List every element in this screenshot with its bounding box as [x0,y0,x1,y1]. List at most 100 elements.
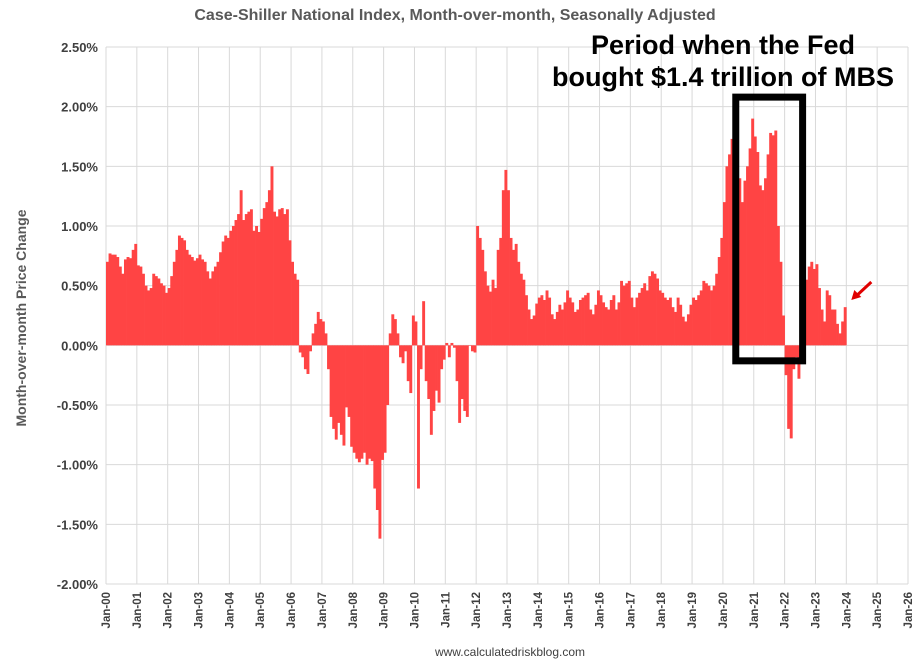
x-tick-label: Jan-21 [749,591,761,628]
bar [309,345,312,352]
bar [573,311,577,346]
bar [535,303,539,346]
bar [368,345,372,459]
bar [789,345,793,439]
bar [298,345,302,353]
bar [473,345,477,353]
bar [563,302,567,346]
bar [792,345,796,370]
bar [363,345,366,453]
bar [440,345,444,370]
bar [375,345,379,511]
bar [314,323,318,346]
bar [247,211,251,346]
bar [478,237,482,346]
bar [812,268,816,346]
bar [406,345,410,382]
bar [828,295,832,346]
bar [751,118,755,346]
bar [352,345,356,453]
x-axis-ticks: Jan-00 Jan-01 Jan-02 Jan-03 Jan-04 Jan-05 Jan-… [101,591,915,628]
bar [609,299,613,346]
bar [458,345,462,423]
bar [568,297,572,346]
bar [740,202,744,346]
bar [486,285,490,346]
bar [291,261,294,346]
bar [283,214,287,346]
bar [391,314,395,346]
annotation-line-1: Period when the Fed [591,30,855,60]
bar [519,273,523,346]
bar [581,297,585,346]
bar [717,257,721,346]
bar [771,135,775,346]
bar [324,333,328,346]
bar [699,290,703,346]
bar [329,345,333,417]
bar [427,345,431,400]
bar [720,237,724,346]
credit: www.calculatedriskblog.com [434,645,585,659]
annotation-box [732,93,807,365]
bar [118,266,122,346]
bar [149,288,153,346]
x-tick-label: Jan-25 [872,591,884,628]
bar [278,209,282,346]
bar [805,279,809,346]
bar [136,265,140,346]
bar [139,266,143,346]
bar [504,169,508,346]
bar [463,345,467,411]
bar [249,209,253,346]
bar [584,295,588,346]
bar [530,319,534,346]
bar [743,180,747,346]
bar [776,226,780,346]
bar [144,285,148,346]
bar [617,302,621,346]
bar [769,132,773,346]
bar [823,321,827,346]
bar [306,345,310,374]
bar [301,345,305,358]
bar [365,345,369,465]
bar [393,319,397,346]
bar [663,297,667,346]
bar [661,292,665,346]
bar [450,342,454,346]
x-tick-label: Jan-07 [317,592,329,628]
bar [553,319,557,346]
bar [638,292,642,346]
bar [764,178,767,346]
bar [201,259,205,346]
bar [321,321,325,346]
y-tick-label: -0.50% [57,398,99,413]
bar [123,259,127,346]
y-tick-label: 1.00% [61,219,98,234]
x-tick-label: Jan-26 [903,592,915,628]
bar [188,254,192,346]
bar [815,264,819,346]
bar [666,299,670,346]
bar [311,333,315,346]
bar [267,190,271,346]
bar [378,345,382,539]
bar [221,241,225,346]
bar [242,220,246,346]
bar [746,166,749,346]
bar [129,258,133,346]
bar [702,280,706,346]
bar [650,271,654,346]
bar [231,226,235,346]
bar [640,288,644,346]
bar [360,345,364,459]
x-tick-label: Jan-09 [379,592,391,628]
bar [159,283,163,346]
bar [787,345,791,429]
bar [226,237,230,346]
x-tick-label: Jan-10 [409,592,421,628]
bar [193,260,197,346]
x-tick-label: Jan-24 [841,591,853,628]
bar [167,288,171,346]
